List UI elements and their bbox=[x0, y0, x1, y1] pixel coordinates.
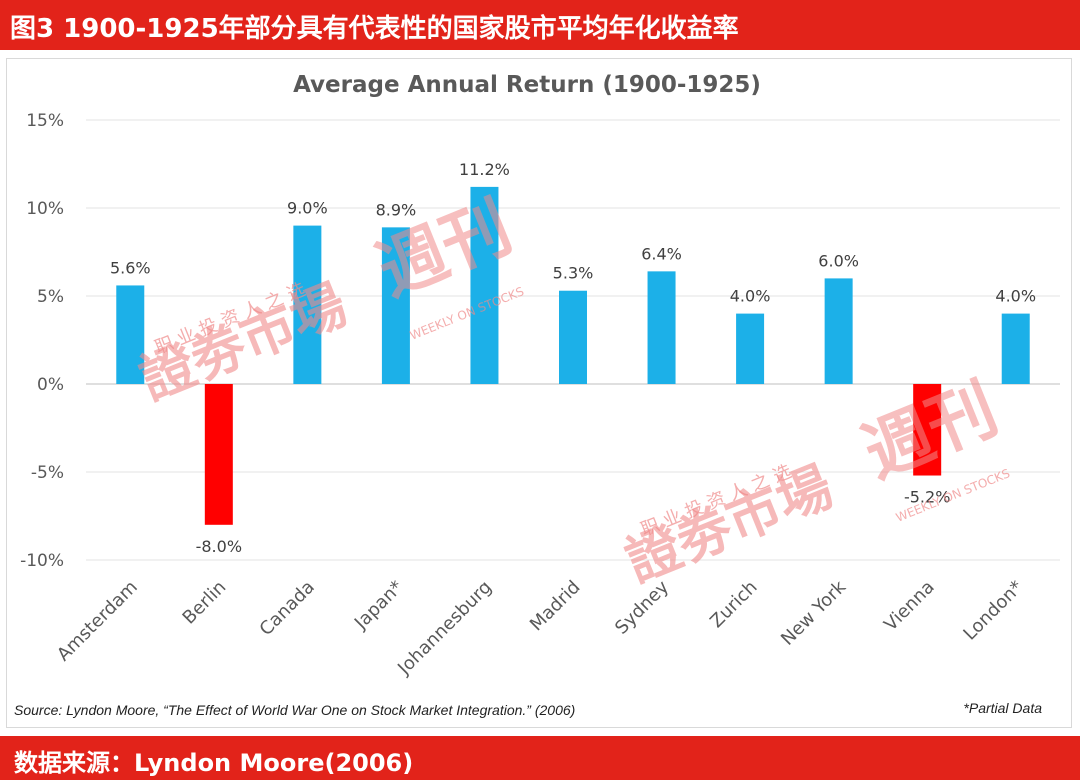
bar bbox=[559, 290, 587, 384]
figure-title: 图3 1900-1925年部分具有代表性的国家股市平均年化收益率 bbox=[10, 14, 739, 44]
x-tick-label: Amsterdam bbox=[53, 577, 142, 666]
y-tick-label: -10% bbox=[20, 551, 64, 571]
data-label: 6.4% bbox=[641, 244, 682, 263]
watermark-a-main: 證劵市場 bbox=[131, 273, 355, 412]
chart-title: Average Annual Return (1900-1925) bbox=[293, 72, 761, 98]
bar bbox=[1001, 313, 1030, 384]
data-label: 4.0% bbox=[730, 287, 771, 306]
chart-frame bbox=[6, 58, 1072, 728]
data-label: 4.0% bbox=[995, 287, 1036, 306]
data-label: 5.3% bbox=[553, 264, 594, 283]
x-tick-label: New York bbox=[777, 576, 851, 650]
x-tick-label: Madrid bbox=[526, 577, 585, 636]
bar bbox=[736, 313, 765, 384]
data-label: 5.6% bbox=[110, 258, 151, 277]
x-tick-label: London* bbox=[959, 577, 1027, 645]
y-tick-label: 15% bbox=[26, 111, 64, 131]
data-label: -8.0% bbox=[196, 537, 242, 556]
bar bbox=[913, 384, 942, 476]
y-tick-label: 10% bbox=[26, 199, 64, 219]
data-label: 6.0% bbox=[818, 251, 859, 270]
x-tick-label: Berlin bbox=[179, 577, 231, 629]
bar bbox=[204, 384, 233, 525]
data-label: -5.2% bbox=[904, 488, 950, 507]
x-tick-label: Vienna bbox=[880, 577, 939, 636]
bar bbox=[470, 186, 499, 384]
bar bbox=[381, 227, 410, 384]
bar bbox=[116, 285, 145, 384]
x-tick-label: Canada bbox=[256, 577, 319, 640]
source-note: Source: Lyndon Moore, “The Effect of Wor… bbox=[14, 702, 576, 718]
bar bbox=[824, 278, 853, 384]
y-tick-label: 0% bbox=[37, 375, 64, 395]
bar bbox=[647, 271, 676, 384]
data-label: 11.2% bbox=[459, 160, 510, 179]
data-label: 9.0% bbox=[287, 199, 328, 218]
x-tick-label: Japan* bbox=[350, 577, 407, 634]
y-tick-label: -5% bbox=[31, 463, 64, 483]
x-tick-label: Zurich bbox=[706, 577, 761, 632]
header-banner: 图3 1900-1925年部分具有代表性的国家股市平均年化收益率 bbox=[0, 0, 1080, 50]
data-source: 数据来源：Lyndon Moore(2006) bbox=[14, 749, 414, 777]
watermark-b-main: 證劵市場 bbox=[617, 455, 841, 594]
partial-data-note: *Partial Data bbox=[963, 700, 1042, 716]
y-tick-label: 5% bbox=[37, 287, 64, 307]
bar-chart: Average Annual Return (1900-1925) 15% 10% 5… bbox=[20, 72, 1060, 680]
x-tick-label: Johannesburg bbox=[393, 577, 496, 680]
footer-banner: 数据来源：Lyndon Moore(2006) bbox=[0, 736, 1080, 780]
data-label: 8.9% bbox=[376, 200, 417, 219]
bar bbox=[293, 225, 322, 384]
